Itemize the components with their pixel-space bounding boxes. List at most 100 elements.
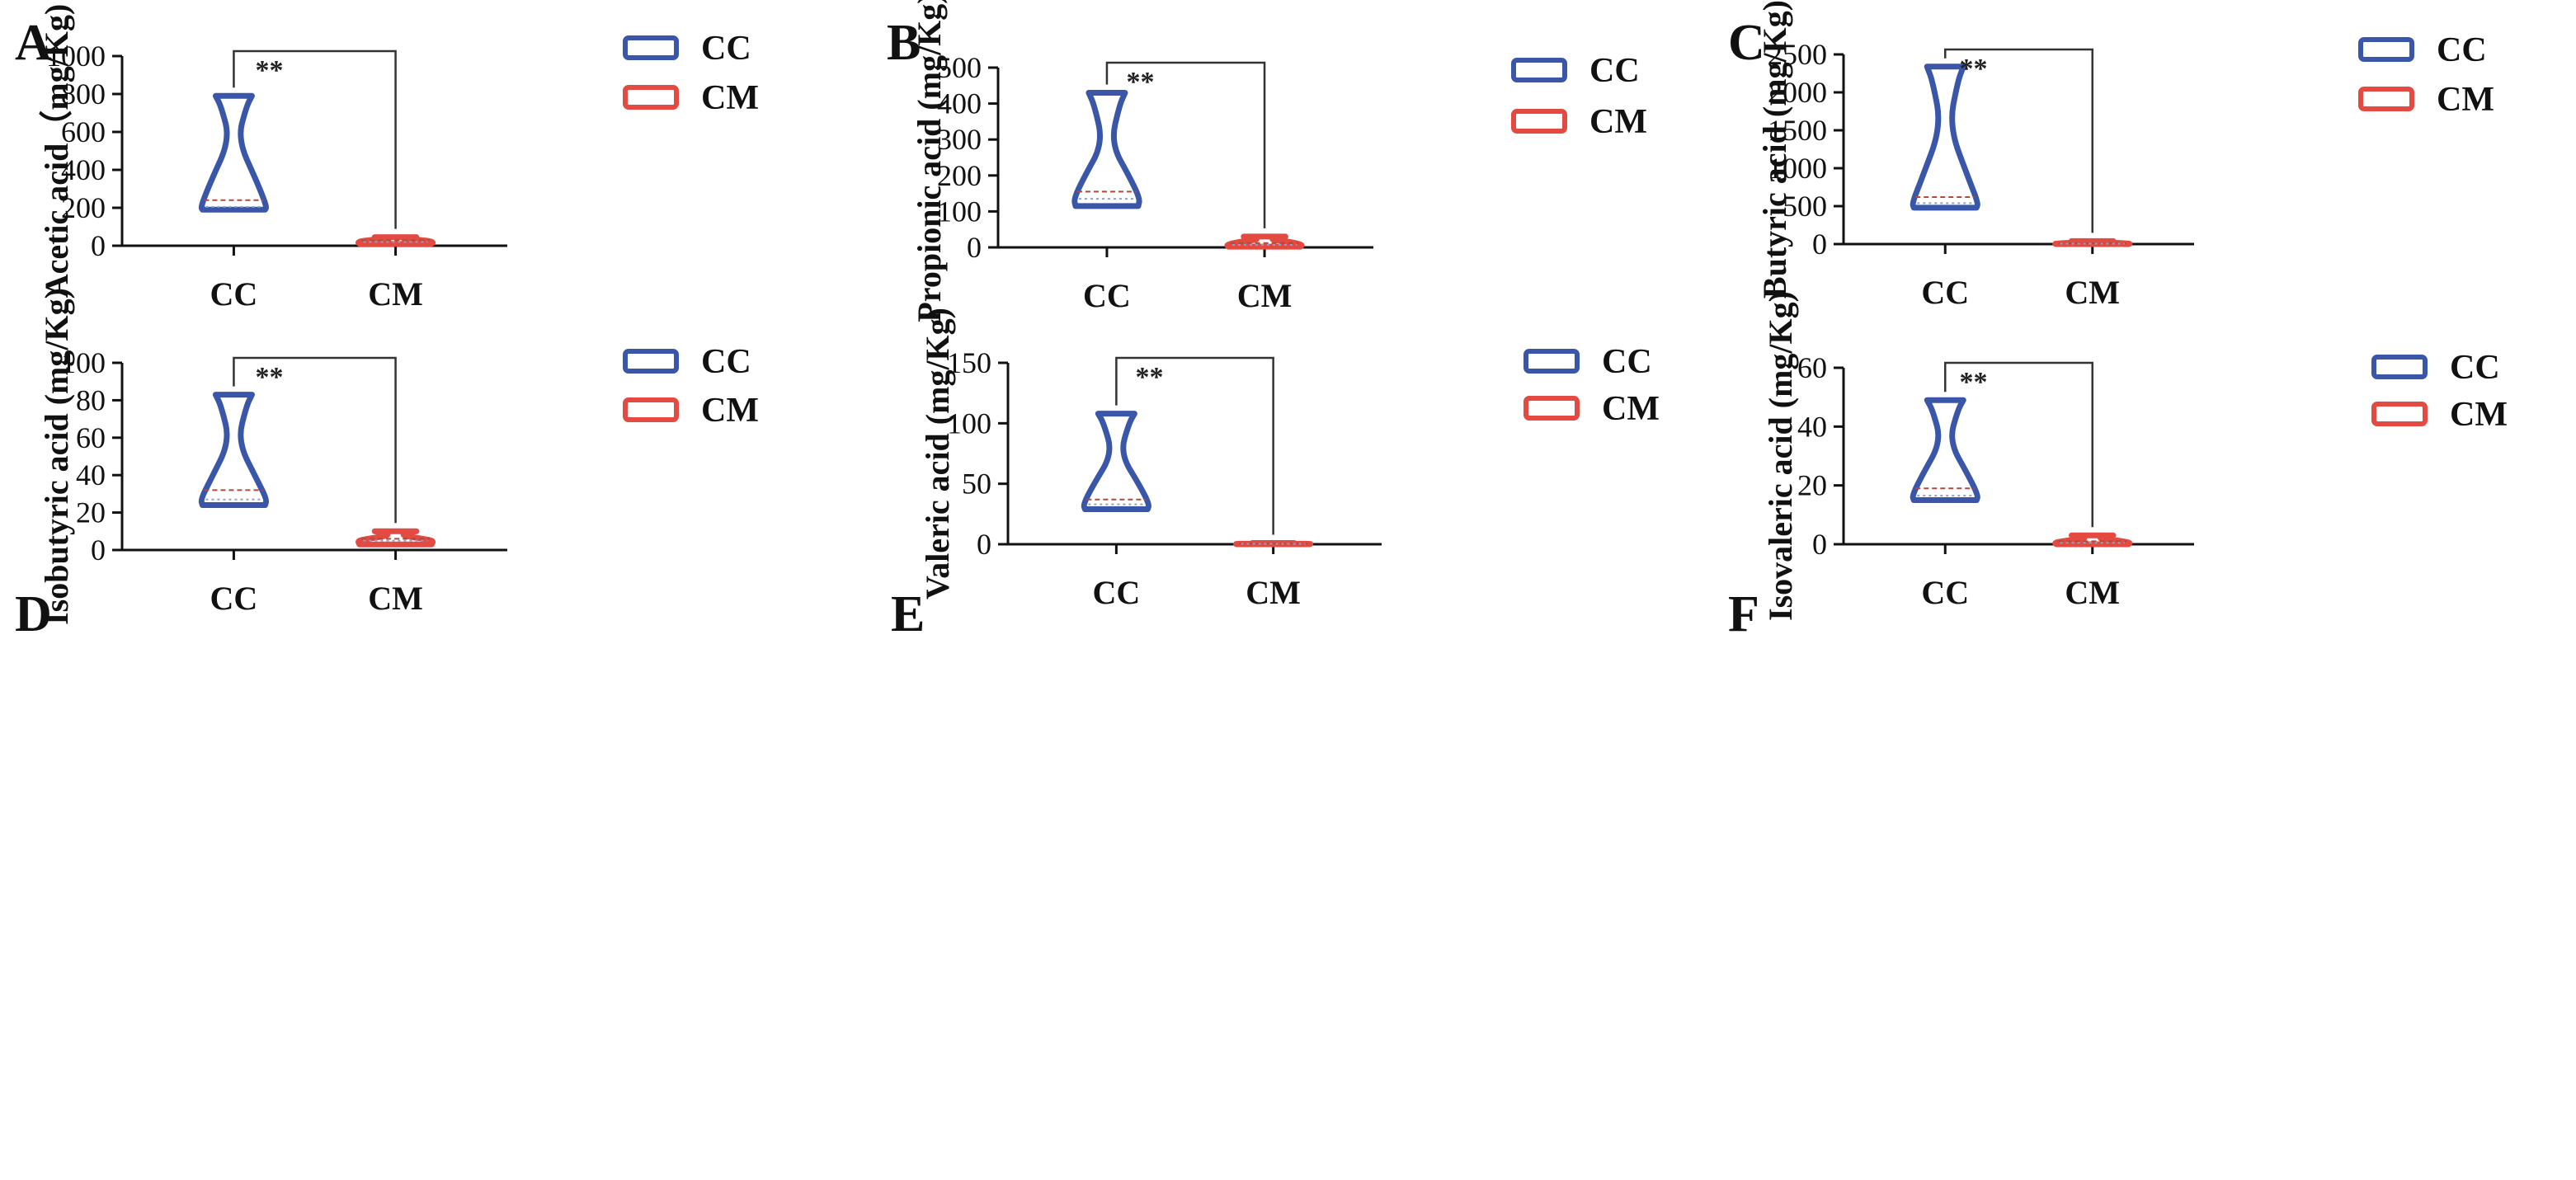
y-axis-label: Valeric acid (mg/Kg) [919, 308, 956, 599]
legend: CC CM [623, 343, 759, 430]
y-tick-label: 600 [61, 115, 106, 148]
significance-label: ** [256, 55, 284, 86]
legend-swatch-cc [623, 35, 679, 60]
y-tick-label: 500 [1782, 190, 1827, 223]
legend-label-cc: CC [2450, 349, 2500, 387]
y-tick-label: 60 [76, 421, 106, 454]
bracket-line [233, 49, 397, 229]
legend: CC CM [2371, 349, 2508, 434]
panel-letter: F [1728, 586, 1759, 642]
panel-letter: C [1728, 15, 1765, 71]
legend: CC CM [1523, 343, 1660, 428]
y-tick-label: 80 [76, 383, 106, 416]
y-tick-label: 0 [977, 528, 991, 561]
significance-bracket: ** [1105, 61, 1266, 228]
legend-swatch-cc [1523, 349, 1580, 374]
legend-label-cc: CC [701, 30, 751, 68]
violin-cm [356, 528, 436, 548]
violin-cc [198, 392, 270, 509]
y-tick-label: 50 [962, 468, 991, 501]
y-tick-label: 0 [91, 534, 106, 566]
bracket-line [233, 356, 397, 524]
y-tick-label: 200 [61, 191, 106, 224]
significance-bracket: ** [233, 49, 397, 229]
violin-cc [198, 92, 270, 213]
bracket-line [1944, 48, 2093, 233]
x-tick-label: CM [2065, 274, 2120, 311]
significance-label: ** [256, 362, 284, 393]
y-tick-label: 200 [937, 159, 982, 192]
y-tick-label: 100 [61, 346, 106, 379]
legend-swatch-cc [623, 349, 679, 374]
y-tick-label: 100 [947, 407, 991, 440]
legend-swatch-cc [2371, 355, 2428, 379]
y-tick-label: 500 [937, 51, 982, 84]
y-tick-label: 2000 [1768, 76, 1827, 109]
legend: CC CM [1511, 52, 1647, 141]
x-tick-label: CC [1921, 274, 1969, 311]
y-axis-label: Butyric acid (mg/Kg) [1756, 0, 1793, 299]
violin-cc [1910, 63, 1980, 211]
bracket-line [1944, 361, 2093, 528]
y-tick-label: 0 [967, 231, 982, 264]
significance-bracket: ** [1944, 48, 2093, 233]
legend-swatch-cc [2358, 37, 2414, 62]
panel-letter: E [891, 586, 925, 642]
x-tick-label: CC [1092, 574, 1140, 611]
y-tick-label: 100 [937, 195, 982, 228]
violin-cm [1224, 233, 1305, 250]
legend-label-cm: CM [1589, 103, 1647, 141]
significance-bracket: ** [233, 356, 397, 524]
legend-label-cm: CM [2437, 81, 2494, 119]
legend: CC CM [2358, 31, 2494, 119]
legend-swatch-cm [2371, 402, 2428, 426]
legend-label-cm: CM [2450, 396, 2508, 434]
legend-label-cc: CC [701, 343, 751, 381]
y-tick-label: 800 [61, 78, 106, 110]
y-tick-label: 1500 [1768, 114, 1827, 147]
violin-cc [1081, 411, 1152, 512]
panel-letter: D [15, 586, 52, 642]
legend-swatch-cm [1511, 109, 1567, 134]
y-tick-label: 2500 [1768, 38, 1827, 71]
x-tick-label: CC [210, 275, 258, 313]
legend-swatch-cm [2358, 87, 2414, 111]
legend: CC CM [623, 30, 759, 117]
y-tick-label: 40 [76, 458, 106, 491]
y-tick-label: 400 [61, 153, 106, 186]
significance-label: ** [1136, 362, 1164, 393]
y-tick-label: 60 [1797, 351, 1827, 384]
y-tick-label: 1000 [1768, 152, 1827, 185]
legend-swatch-cc [1511, 58, 1567, 82]
x-tick-label: CM [368, 275, 423, 313]
y-tick-label: 400 [937, 87, 982, 120]
y-axis-label: Isobutyric acid (mg/Kg) [38, 288, 75, 625]
y-axis-label: Acetic acid（mg/Kg) [38, 4, 75, 299]
significance-label: ** [1127, 67, 1155, 97]
significance-label: ** [1960, 54, 1988, 84]
x-tick-label: CM [368, 580, 423, 617]
x-tick-label: CM [1237, 277, 1293, 314]
y-tick-label: 0 [91, 229, 106, 262]
x-tick-label: CM [1246, 574, 1301, 611]
panel-letter: B [887, 15, 921, 71]
y-tick-label: 40 [1797, 410, 1827, 443]
significance-bracket: ** [1115, 356, 1274, 535]
y-tick-label: 1000 [46, 40, 106, 73]
violin-cc [1910, 397, 1980, 503]
legend-label-cc: CC [2437, 31, 2487, 69]
y-tick-label: 20 [1797, 469, 1827, 502]
legend-label-cc: CC [1602, 343, 1652, 381]
significance-bracket: ** [1944, 361, 2093, 528]
legend-swatch-cm [623, 397, 679, 422]
legend-label-cm: CM [701, 79, 759, 117]
y-tick-label: 300 [937, 123, 982, 156]
x-tick-label: CC [1083, 277, 1131, 314]
panel-letter: A [15, 15, 52, 71]
